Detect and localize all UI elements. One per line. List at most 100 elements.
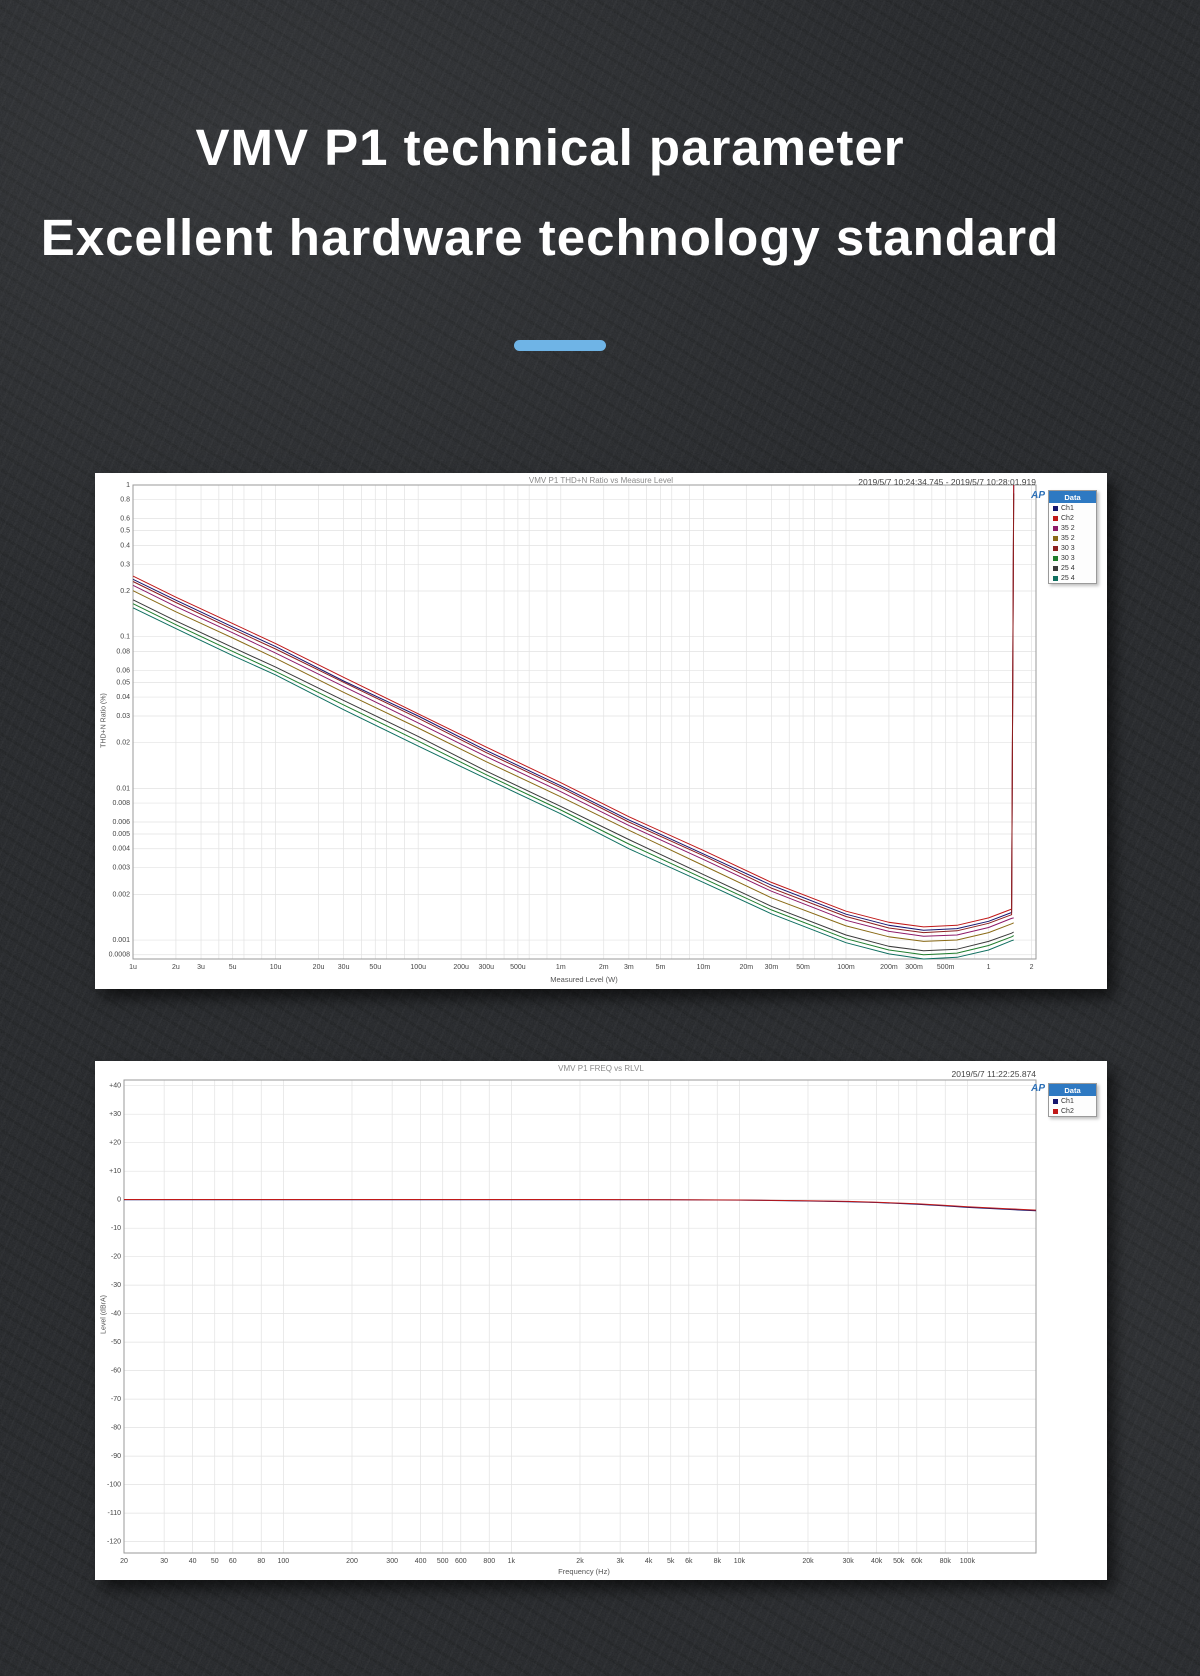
legend: Data Ch1 Ch2 [1048, 1083, 1097, 1117]
y-tick-label: -120 [107, 1539, 121, 1546]
x-tick-label: 60 [229, 1558, 237, 1565]
x-tick-label: 10k [734, 1558, 746, 1565]
x-axis-title: Measured Level (W) [550, 975, 618, 984]
legend-swatch [1053, 535, 1058, 541]
legend-item: Ch1 [1049, 503, 1096, 513]
thd-chart-panel: 1 0.8 0.6 0.5 0.4 0.3 0.2 0.1 0.08 0.06 0.05 0.04 0.… [95, 473, 1107, 989]
x-tick-label: 50k [893, 1558, 905, 1565]
x-tick-label: 300 [386, 1558, 398, 1565]
x-tick-label: 400 [415, 1558, 427, 1565]
y-tick-label: 1 [126, 482, 130, 489]
legend-label: Ch1 [1061, 504, 1074, 512]
legend-label: 35 2 [1061, 524, 1075, 532]
freq-chart-panel: +40 +30 +20 +10 0 -10 -20 -30 -40 -50 -60 -70 -80 -90… [95, 1061, 1107, 1580]
x-tick-label: 1m [556, 964, 566, 971]
heading-line-1: VMV P1 technical parameter [0, 122, 1100, 173]
x-tick-label: 20k [802, 1558, 814, 1565]
y-tick-label: 0.002 [112, 891, 130, 898]
legend-items: Ch1 Ch2 35 2 35 2 30 3 30 3 25 4 25 4 [1049, 503, 1096, 583]
tick-labels: 1 0.8 0.6 0.5 0.4 0.3 0.2 0.1 0.08 0.06 0.05 0.04 0.… [109, 482, 1034, 971]
series-line-35-2 [132, 590, 1014, 942]
series-line-ch1 [132, 484, 1015, 931]
x-tick-label: 200 [346, 1558, 358, 1565]
legend-swatch [1053, 555, 1058, 561]
page-subtitle: Excellent hardware technology standard [40, 209, 1060, 266]
y-axis-title: THD+N Ratio (%) [100, 693, 108, 748]
accent-divider [514, 340, 606, 351]
x-tick-label: 100k [960, 1558, 976, 1565]
y-tick-label: +20 [109, 1140, 121, 1147]
y-tick-label: -50 [111, 1339, 121, 1346]
legend-swatch [1053, 575, 1058, 581]
x-tick-label: 40k [871, 1558, 883, 1565]
x-tick-label: 2u [172, 964, 180, 971]
x-tick-label: 300u [478, 964, 494, 971]
chart-timestamp: 2019/5/7 11:22:25.874 [951, 1069, 1036, 1079]
legend-item: 30 3 [1049, 543, 1096, 553]
page-title: VMV P1 technical parameter [195, 119, 905, 176]
y-tick-label: +10 [109, 1168, 121, 1175]
legend-label: 25 4 [1061, 574, 1075, 582]
y-tick-label: 0.003 [112, 865, 130, 872]
x-tick-label: 60k [911, 1558, 923, 1565]
x-tick-label: 600 [455, 1558, 467, 1565]
series-line-30-3 [132, 493, 1015, 934]
series-line-35-2 [132, 584, 1014, 937]
y-tick-label: 0.1 [120, 634, 130, 641]
x-tick-label: 500m [937, 964, 955, 971]
legend-item: 25 4 [1049, 563, 1096, 573]
x-tick-label: 2m [599, 964, 609, 971]
x-tick-label: 3u [197, 964, 205, 971]
x-tick-label: 80k [940, 1558, 952, 1565]
y-tick-label: 0.06 [116, 667, 130, 674]
y-tick-label: 0.4 [120, 542, 130, 549]
y-tick-label: -60 [111, 1368, 121, 1375]
legend-label: Ch2 [1061, 514, 1074, 522]
y-tick-label: 0.8 [120, 497, 130, 504]
legend-header: Data [1049, 1084, 1096, 1096]
x-tick-label: 3k [616, 1558, 624, 1565]
legend-label: 30 3 [1061, 554, 1075, 562]
legend-header: Data [1049, 491, 1096, 503]
legend-label: Ch1 [1061, 1097, 1074, 1105]
y-tick-label: -20 [111, 1254, 121, 1261]
ap-logo: AP [1031, 490, 1045, 501]
y-tick-label: 0.02 [116, 740, 130, 747]
y-tick-label: 0.006 [112, 819, 130, 826]
y-tick-label: -40 [111, 1311, 121, 1318]
y-tick-label: 0.005 [112, 831, 130, 838]
x-tick-label: 10u [270, 964, 282, 971]
legend-item: 35 2 [1049, 523, 1096, 533]
heading-line-2: Excellent hardware technology standard [0, 212, 1100, 263]
series-line-ch2 [124, 1199, 1037, 1211]
x-tick-label: 30 [160, 1558, 168, 1565]
legend-swatch [1053, 1098, 1058, 1104]
legend-label: 35 2 [1061, 534, 1075, 542]
x-tick-label: 30k [843, 1558, 855, 1565]
x-tick-label: 100m [837, 964, 855, 971]
legend-item: 25 4 [1049, 573, 1096, 583]
legend-item: Ch1 [1049, 1096, 1096, 1106]
y-tick-label: 0.3 [120, 561, 130, 568]
x-tick-label: 4k [645, 1558, 653, 1565]
y-tick-label: +40 [109, 1083, 121, 1090]
y-tick-label: 0.08 [116, 648, 130, 655]
legend-item: 30 3 [1049, 553, 1096, 563]
y-tick-label: -70 [111, 1396, 121, 1403]
y-tick-label: 0 [117, 1197, 121, 1204]
series-line-25-4 [132, 607, 1014, 960]
x-tick-label: 50m [796, 964, 810, 971]
series-line-30-3 [132, 603, 1014, 956]
y-tick-label: +30 [109, 1111, 121, 1118]
y-tick-label: 0.05 [116, 679, 130, 686]
x-tick-label: 100 [278, 1558, 290, 1565]
chart-timestamp: 2019/5/7 10:24:34.745 - 2019/5/7 10:28:0… [858, 477, 1036, 487]
x-tick-label: 8k [714, 1558, 722, 1565]
x-tick-label: 6k [685, 1558, 693, 1565]
x-tick-label: 800 [483, 1558, 495, 1565]
series-line-ch2 [132, 484, 1015, 928]
y-tick-label: 0.0008 [109, 952, 131, 959]
legend-item: Ch2 [1049, 1106, 1096, 1116]
x-tick-label: 30u [338, 964, 350, 971]
legend-swatch [1053, 545, 1058, 551]
